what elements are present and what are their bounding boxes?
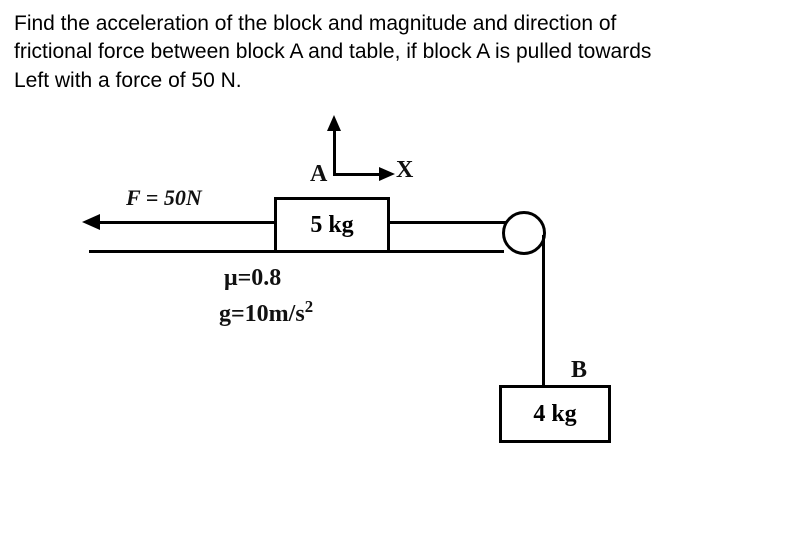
- axis-y-shaft: [333, 129, 336, 175]
- force-arrow-shaft: [98, 221, 274, 224]
- problem-statement: Find the acceleration of the block and m…: [14, 10, 786, 95]
- pulley: [502, 211, 546, 255]
- force-label: F = 50N: [126, 185, 202, 211]
- problem-line-2: frictional force between block A and tab…: [14, 40, 651, 63]
- axis-y-arrowhead: [327, 115, 341, 131]
- block-b-mass: 4 kg: [533, 401, 576, 428]
- string-horizontal: [387, 221, 512, 224]
- block-a-mass: 5 kg: [310, 212, 353, 239]
- table-surface: [89, 250, 504, 253]
- string-vertical: [542, 235, 545, 385]
- block-a-name: A: [310, 161, 327, 188]
- problem-line-1: Find the acceleration of the block and m…: [14, 12, 616, 35]
- mu-label: μ=0.8: [224, 265, 281, 292]
- block-b-name: B: [571, 357, 587, 384]
- g-label: g=10m/s2: [219, 297, 313, 328]
- axis-x-shaft: [333, 173, 381, 176]
- block-b: 4 kg: [499, 385, 611, 443]
- axis-x-label: X: [396, 157, 413, 184]
- g-label-exponent: 2: [305, 297, 313, 316]
- g-label-prefix: g=10m/s: [219, 301, 305, 327]
- problem-line-3: Left with a force of 50 N.: [14, 69, 242, 92]
- force-arrow-head: [82, 214, 100, 230]
- block-a: 5 kg: [274, 197, 390, 253]
- figure: X A F = 50N 5 kg μ=0.8 g=10m/s2 B 4 kg: [74, 113, 714, 493]
- axis-x-arrowhead: [379, 167, 395, 181]
